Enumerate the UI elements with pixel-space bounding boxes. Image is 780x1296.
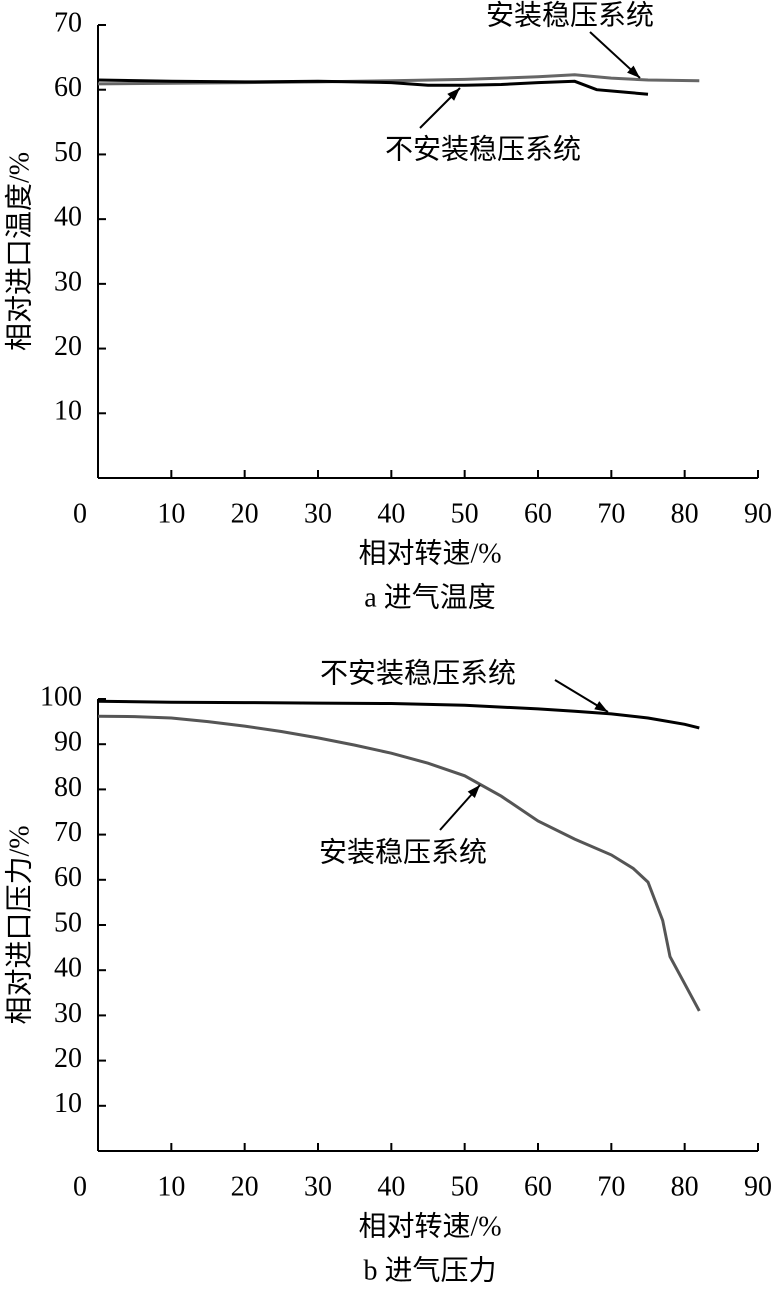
- x-tick-label: 80: [671, 498, 699, 529]
- caption: a 进气温度: [364, 581, 495, 613]
- arrow-head: [627, 65, 640, 78]
- x-tick-label: 20: [231, 1171, 259, 1202]
- x-tick-label: 10: [157, 498, 185, 529]
- x-axis-label: 相对转速/%: [358, 537, 501, 569]
- y-axis-label: 相对进口压力/%: [3, 825, 35, 1024]
- x-tick-label: 0: [73, 498, 87, 529]
- arrow-head: [594, 701, 608, 712]
- y-tick-label: 100: [40, 681, 82, 712]
- x-tick-label: 50: [451, 498, 479, 529]
- y-tick-label: 20: [54, 1043, 82, 1074]
- x-tick-label: 60: [524, 1171, 552, 1202]
- x-tick-label: 50: [451, 1171, 479, 1202]
- y-tick-label: 60: [54, 862, 82, 893]
- y-tick-label: 60: [54, 72, 82, 103]
- y-tick-label: 90: [54, 727, 82, 758]
- y-tick-label: 80: [54, 772, 82, 803]
- x-tick-label: 0: [73, 1171, 87, 1202]
- x-tick-label: 40: [377, 1171, 405, 1202]
- data-line: [97, 699, 700, 730]
- y-tick-label: 70: [54, 7, 82, 38]
- y-tick-label: 40: [54, 202, 82, 233]
- x-tick-label: 90: [744, 498, 772, 529]
- data-line: [97, 78, 649, 96]
- x-tick-label: 70: [597, 1171, 625, 1202]
- x-tick-label: 30: [304, 1171, 332, 1202]
- x-tick-label: 80: [671, 1171, 699, 1202]
- x-tick-label: 60: [524, 498, 552, 529]
- arrow-head: [447, 88, 460, 101]
- x-tick-label: 30: [304, 498, 332, 529]
- x-tick-label: 10: [157, 1171, 185, 1202]
- series-annotation: 安装稳压系统: [319, 836, 487, 868]
- y-tick-label: 70: [54, 817, 82, 848]
- series-annotation: 不安装稳压系统: [320, 657, 516, 689]
- y-axis-label: 相对进口温度/%: [3, 152, 35, 351]
- y-tick-label: 50: [54, 137, 82, 168]
- x-tick-label: 70: [597, 498, 625, 529]
- x-tick-label: 40: [377, 498, 405, 529]
- series-annotation: 不安装稳压系统: [385, 133, 581, 165]
- y-tick-label: 10: [54, 396, 82, 427]
- y-tick-label: 10: [54, 1088, 82, 1119]
- y-tick-label: 50: [54, 907, 82, 938]
- arrow-head: [467, 785, 480, 799]
- y-tick-label: 40: [54, 953, 82, 984]
- caption: b 进气压力: [363, 1254, 496, 1286]
- series-annotation: 安装稳压系统: [486, 0, 654, 31]
- x-axis-label: 相对转速/%: [358, 1210, 501, 1242]
- y-tick-label: 30: [54, 998, 82, 1029]
- x-tick-label: 90: [744, 1171, 772, 1202]
- data-line: [97, 714, 701, 1012]
- x-tick-label: 20: [231, 498, 259, 529]
- y-tick-label: 30: [54, 266, 82, 297]
- y-tick-label: 20: [54, 331, 82, 362]
